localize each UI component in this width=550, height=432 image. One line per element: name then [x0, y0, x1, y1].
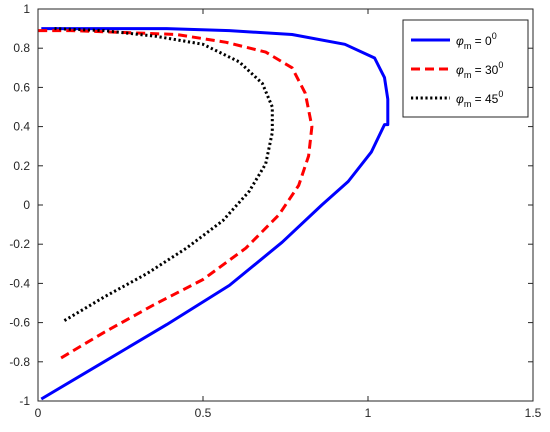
series-line-0 — [40, 27, 390, 401]
plot-area — [38, 27, 390, 401]
y-tick-label: -1 — [19, 394, 30, 408]
legend-label-2: φm = 450 — [456, 89, 503, 109]
y-tick-label: -0.6 — [9, 316, 30, 330]
x-tick-label: 0.5 — [195, 406, 212, 420]
x-tick-label: 0 — [35, 406, 42, 420]
y-tick-label: 0.2 — [13, 159, 30, 173]
tick-labels: 0 0.5 1 1.5 -1 -0.8 -0.6 -0.4 -0.2 0 0.2 0.4 0.6 0.8 1 — [9, 2, 541, 420]
y-tick-label: -0.2 — [9, 237, 30, 251]
series-line-1 — [38, 29, 314, 360]
y-tick-label: -0.4 — [9, 276, 30, 290]
legend-label-1: φm = 300 — [456, 60, 503, 80]
y-tick-label: 0 — [23, 198, 30, 212]
x-tick-label: 1.5 — [525, 406, 542, 420]
series-line-2 — [54, 27, 274, 322]
y-tick-label: 0.4 — [13, 120, 30, 134]
x-tick-label: 1 — [365, 406, 372, 420]
legend-label-0: φm = 00 — [456, 31, 497, 51]
y-tick-label: -0.8 — [9, 355, 30, 369]
legend: φm = 00 φm = 300 φm = 450 — [402, 19, 529, 118]
y-tick-label: 0.8 — [13, 41, 30, 55]
y-tick-label: 0.6 — [13, 80, 30, 94]
legend-box — [402, 19, 529, 118]
y-tick-label: 1 — [23, 2, 30, 16]
axes — [37, 8, 534, 402]
